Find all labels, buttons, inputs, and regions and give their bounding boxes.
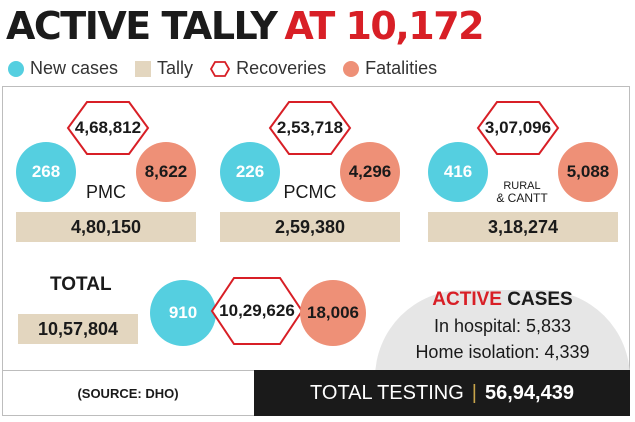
page-title: ACTIVE TALLY AT 10,172 bbox=[6, 4, 626, 54]
active-cases-title: ACTIVE CASES bbox=[375, 289, 630, 311]
tally-square-icon bbox=[135, 60, 152, 77]
rural-new-cases-circle: 416 bbox=[428, 142, 488, 202]
rural-fatalities-circle: 5,088 bbox=[558, 142, 618, 202]
pmc-label: PMC bbox=[86, 182, 126, 202]
legend-label: Tally bbox=[157, 58, 194, 78]
total-fatalities-circle: 18,006 bbox=[300, 280, 366, 346]
pcmc-fatalities-circle: 4,296 bbox=[340, 142, 400, 202]
legend-item-recoveries: Recoveries bbox=[210, 58, 326, 79]
title-main: ACTIVE TALLY bbox=[6, 4, 278, 48]
active-title-red: ACTIVE bbox=[432, 289, 502, 310]
pcmc-recoveries-value: 2,53,718 bbox=[276, 118, 344, 137]
pmc-fatalities-circle: 8,622 bbox=[136, 142, 196, 202]
testing-separator: | bbox=[471, 381, 477, 404]
total-label: TOTAL bbox=[50, 274, 112, 295]
legend-item-new-cases: New cases bbox=[8, 58, 118, 79]
total-recoveries-value: 10,29,626 bbox=[219, 301, 295, 320]
fatalities-dot-icon bbox=[343, 60, 360, 77]
pmc-new-cases-circle: 268 bbox=[16, 142, 76, 202]
source-note: (SOURCE: DHO) bbox=[2, 370, 254, 416]
pmc-recoveries-hexagon: 4,68,812 bbox=[66, 100, 150, 156]
pcmc-tally: 2,59,380 bbox=[220, 212, 400, 242]
new-cases-dot-icon bbox=[8, 60, 24, 77]
pcmc-new-cases-circle: 226 bbox=[220, 142, 280, 202]
rural-recoveries-hexagon: 3,07,096 bbox=[476, 100, 560, 156]
rural-label: RURAL & CANTT bbox=[488, 180, 556, 204]
total-new-cases-circle: 910 bbox=[150, 280, 216, 346]
rural-label-line2: & CANTT bbox=[496, 191, 548, 205]
hexagon-icon bbox=[210, 60, 231, 77]
legend-label: Recoveries bbox=[236, 58, 327, 78]
testing-label: TOTAL TESTING bbox=[310, 381, 464, 404]
total-tally: 10,57,804 bbox=[18, 314, 138, 344]
pcmc-label: PCMC bbox=[283, 182, 337, 202]
pcmc-recoveries-hexagon: 2,53,718 bbox=[268, 100, 352, 156]
legend-item-fatalities: Fatalities bbox=[343, 58, 437, 79]
legend: New cases Tally Recoveries Fatalities bbox=[8, 58, 628, 84]
pmc-recoveries-value: 4,68,812 bbox=[74, 118, 142, 137]
legend-label: New cases bbox=[30, 58, 119, 78]
active-cases-panel bbox=[375, 290, 630, 378]
testing-value: 56,94,439 bbox=[484, 381, 574, 404]
active-home-isolation: Home isolation: 4,339 bbox=[415, 342, 590, 362]
active-in-hospital: In hospital: 5,833 bbox=[433, 316, 572, 336]
legend-label: Fatalities bbox=[365, 58, 438, 78]
total-recoveries-hexagon: 10,29,626 bbox=[210, 276, 304, 346]
rural-tally: 3,18,274 bbox=[428, 212, 618, 242]
rural-recoveries-value: 3,07,096 bbox=[484, 118, 552, 137]
legend-item-tally: Tally bbox=[135, 58, 193, 79]
title-figure: AT 10,172 bbox=[284, 4, 484, 48]
pmc-tally: 4,80,150 bbox=[16, 212, 196, 242]
rural-label-line1: RURAL bbox=[503, 180, 541, 192]
total-testing-bar: TOTAL TESTING | 56,94,439 bbox=[254, 370, 630, 416]
active-title-black: CASES bbox=[507, 289, 573, 310]
